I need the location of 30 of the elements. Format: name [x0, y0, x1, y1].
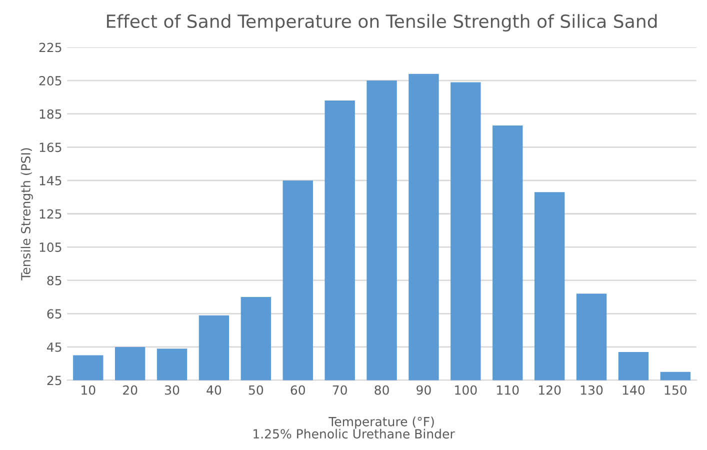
- y-tick-label: 105: [40, 242, 62, 252]
- x-tick-label: 140: [622, 385, 645, 395]
- x-tick-label: 90: [416, 385, 431, 395]
- y-tick-label: 205: [39, 76, 62, 86]
- x-tick-label: 110: [497, 385, 519, 395]
- x-tick-label: 50: [248, 385, 264, 395]
- y-tick-label: 25: [47, 376, 62, 386]
- x-tick-label: 10: [82, 385, 96, 395]
- x-tick-label: 70: [332, 385, 347, 395]
- x-tick-label: 20: [123, 385, 138, 395]
- y-tick-label: 185: [40, 109, 62, 119]
- x-tick-label: 100: [455, 385, 477, 395]
- x-tick-label: 40: [206, 385, 222, 395]
- x-tick-label: 30: [165, 385, 180, 395]
- y-tick-label: 225: [39, 42, 62, 52]
- x-tick-label: 60: [290, 385, 306, 395]
- text: 1.25% Phenolic Urethane Binder: [254, 428, 455, 439]
- y-axis-title: Tensile Strength (PSI): [20, 148, 33, 280]
- y-tick-label: 65: [47, 309, 62, 319]
- y-tick-label: 145: [40, 176, 62, 186]
- y-tick-label: 85: [47, 276, 62, 286]
- y-tick-label: 165: [40, 142, 62, 152]
- chart-title: Effect of Sand Temperature on Tensile Strength of Silica Sand: [107, 14, 657, 32]
- x-tick-label: 80: [374, 385, 389, 395]
- y-tick-label: 125: [40, 209, 62, 219]
- x-axis-title: Temperature (°F): [328, 416, 434, 429]
- y-tick-label: 45: [47, 342, 62, 352]
- x-tick-label: 130: [580, 385, 603, 395]
- x-tick-label: 150: [664, 385, 687, 395]
- x-tick-label: 120: [539, 385, 561, 395]
